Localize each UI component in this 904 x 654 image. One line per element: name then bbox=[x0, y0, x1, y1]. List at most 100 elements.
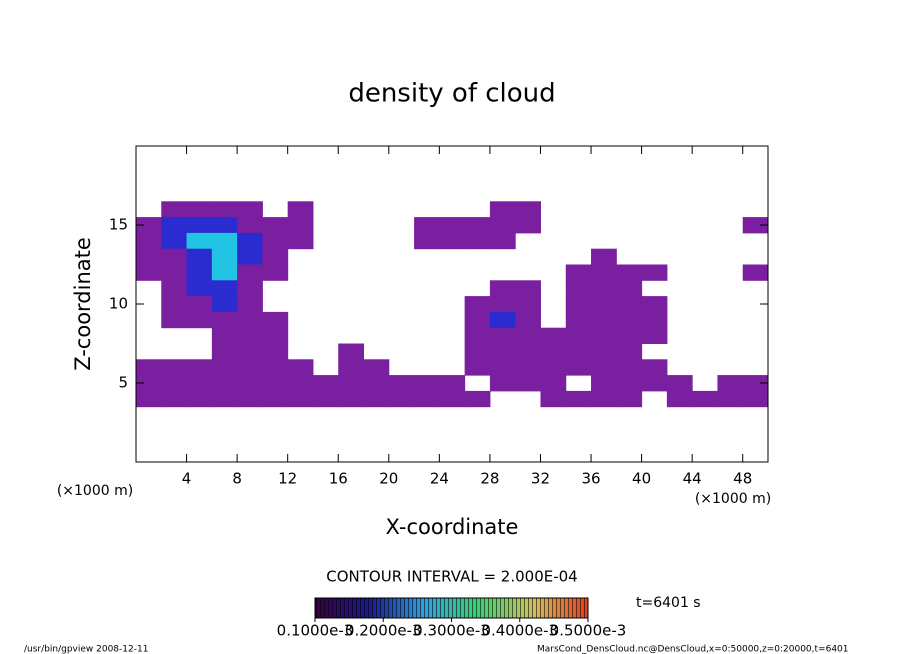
contour-cell bbox=[742, 375, 769, 392]
contour-cell bbox=[161, 311, 188, 329]
contour-cell bbox=[211, 343, 238, 360]
contour-cell bbox=[363, 375, 390, 392]
y-tick-label: 5 bbox=[118, 374, 128, 392]
contour-cell bbox=[262, 343, 289, 360]
x-tick-label: 4 bbox=[182, 470, 192, 488]
contour-cell bbox=[717, 390, 744, 408]
contour-cell bbox=[186, 201, 213, 218]
contour-cell bbox=[237, 248, 263, 265]
x-tick-label: 40 bbox=[632, 470, 651, 488]
contour-cell bbox=[565, 280, 592, 297]
contour-cell bbox=[616, 343, 643, 360]
contour-cell bbox=[489, 343, 516, 360]
contour-cell bbox=[666, 375, 693, 392]
contour-cell bbox=[540, 390, 567, 408]
contour-cell bbox=[161, 248, 188, 265]
contour-cell bbox=[489, 296, 516, 313]
contour-cell bbox=[540, 327, 567, 344]
contour-cell bbox=[489, 311, 516, 329]
contour-cell bbox=[742, 217, 769, 234]
contour-cell bbox=[565, 264, 592, 281]
contour-cell bbox=[565, 359, 592, 376]
contour-cell bbox=[262, 359, 289, 376]
contour-cell bbox=[338, 343, 365, 360]
contour-cell bbox=[414, 375, 440, 392]
contour-cell bbox=[464, 327, 491, 344]
contour-cell bbox=[211, 296, 238, 313]
contour-cell bbox=[489, 359, 516, 376]
time-label: t=6401 s bbox=[636, 595, 701, 611]
contour-cell bbox=[388, 390, 415, 408]
contour-cell bbox=[161, 375, 188, 392]
footer-right: MarsCond_DensCloud.nc@DensCloud,x=0:5000… bbox=[537, 645, 849, 654]
contour-cell bbox=[515, 327, 541, 344]
contour-cell bbox=[211, 201, 238, 218]
contour-cell bbox=[591, 375, 617, 392]
contour-cell bbox=[515, 217, 541, 234]
contour-interval: CONTOUR INTERVAL = 2.000E-04 bbox=[326, 568, 577, 586]
colorbar-tick-label: 0.4000e-3 bbox=[481, 622, 558, 640]
contour-cell bbox=[211, 311, 238, 329]
contour-cell bbox=[464, 217, 491, 234]
contour-cell bbox=[136, 232, 162, 250]
contour-cell bbox=[338, 359, 365, 376]
contour-cell bbox=[591, 248, 617, 265]
contour-cell bbox=[237, 375, 263, 392]
contour-cell bbox=[186, 264, 213, 281]
contour-cell bbox=[414, 390, 440, 408]
x-tick-label: 32 bbox=[531, 470, 550, 488]
contour-cell bbox=[338, 390, 365, 408]
contour-cell bbox=[211, 248, 238, 265]
contour-cell bbox=[591, 264, 617, 281]
contour-cell bbox=[186, 280, 213, 297]
contour-cell bbox=[161, 390, 188, 408]
x-tick-label: 24 bbox=[430, 470, 449, 488]
contour-cell bbox=[186, 217, 213, 234]
contour-cell bbox=[540, 343, 567, 360]
contour-cell bbox=[717, 375, 744, 392]
contour-cell bbox=[262, 232, 289, 250]
contour-cell bbox=[742, 390, 769, 408]
contour-cell bbox=[237, 390, 263, 408]
y-units: (×1000 m) bbox=[57, 483, 133, 499]
contour-cell bbox=[186, 359, 213, 376]
contour-cell bbox=[262, 264, 289, 281]
contour-cell bbox=[136, 375, 162, 392]
contour-cell bbox=[287, 217, 314, 234]
contour-cell bbox=[237, 296, 263, 313]
contour-cell bbox=[262, 327, 289, 344]
contour-cell bbox=[616, 359, 643, 376]
contour-cell bbox=[489, 217, 516, 234]
contour-cell bbox=[666, 390, 693, 408]
contour-cell bbox=[363, 359, 390, 376]
contour-cell bbox=[616, 327, 643, 344]
x-tick-label: 48 bbox=[733, 470, 752, 488]
contour-cell bbox=[616, 280, 643, 297]
contour-cell bbox=[591, 343, 617, 360]
contour-cell bbox=[616, 390, 643, 408]
contour-cell bbox=[262, 311, 289, 329]
contour-cell bbox=[186, 390, 213, 408]
colorbar-tick-label: 0.1000e-3 bbox=[277, 622, 354, 640]
x-tick-label: 28 bbox=[480, 470, 499, 488]
contour-cell bbox=[237, 343, 263, 360]
contour-cell bbox=[489, 232, 516, 250]
contour-cell bbox=[515, 375, 541, 392]
contour-cell bbox=[237, 217, 263, 234]
contour-cell bbox=[616, 375, 643, 392]
contour-cell bbox=[464, 343, 491, 360]
contour-cell bbox=[287, 375, 314, 392]
field bbox=[136, 201, 769, 408]
contour-cell bbox=[161, 359, 188, 376]
contour-cell bbox=[237, 359, 263, 376]
contour-cell bbox=[540, 375, 567, 392]
contour-cell bbox=[237, 311, 263, 329]
contour-cell bbox=[237, 327, 263, 344]
contour-cell bbox=[591, 296, 617, 313]
contour-cell bbox=[692, 390, 718, 408]
contour-cell bbox=[515, 311, 541, 329]
chart-title: density of cloud bbox=[348, 79, 555, 109]
contour-cell bbox=[464, 390, 491, 408]
contour-cell bbox=[161, 264, 188, 281]
